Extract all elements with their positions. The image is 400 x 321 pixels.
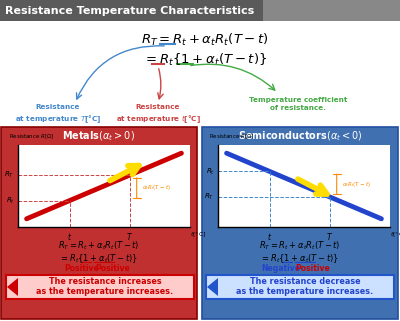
Text: $R_T = R_t + \alpha_t R_t(T - t)$: $R_T = R_t + \alpha_t R_t(T - t)$: [141, 32, 269, 48]
Bar: [218, 145, 390, 227]
Bar: [1, 127, 197, 319]
Bar: [263, 0, 400, 21]
Text: $t$[°C]: $t$[°C]: [190, 231, 207, 239]
Text: Negative: Negative: [262, 264, 300, 273]
Text: $t$[°C]: $t$[°C]: [390, 231, 400, 239]
Text: $\alpha_t R_t(T-t)$: $\alpha_t R_t(T-t)$: [342, 180, 371, 189]
Bar: [202, 127, 398, 319]
Text: Resistance
at temperature $T$[°C]: Resistance at temperature $T$[°C]: [15, 104, 101, 125]
Text: Semiconductors$(\alpha_t < 0)$: Semiconductors$(\alpha_t < 0)$: [238, 129, 362, 143]
Polygon shape: [207, 278, 218, 296]
Text: $T$: $T$: [326, 231, 333, 242]
Text: $t$: $t$: [67, 231, 72, 242]
Text: The resistance decrease: The resistance decrease: [250, 277, 360, 287]
Text: $t$: $t$: [267, 231, 272, 242]
Text: as the temperature increases.: as the temperature increases.: [236, 288, 374, 297]
Text: The resistance increases: The resistance increases: [49, 277, 161, 287]
Bar: [6, 275, 194, 299]
Text: $\alpha_t R_t(T-t)$: $\alpha_t R_t(T-t)$: [142, 183, 171, 192]
Text: Positive: Positive: [96, 264, 130, 273]
Text: $R_T = R_t + \alpha_t R_t(T - t)$: $R_T = R_t + \alpha_t R_t(T - t)$: [259, 240, 341, 253]
Bar: [206, 275, 394, 299]
Text: Metals$(\alpha_t > 0)$: Metals$(\alpha_t > 0)$: [62, 129, 136, 143]
Text: Resistance $R$[Ω]: Resistance $R$[Ω]: [10, 133, 55, 141]
Polygon shape: [7, 278, 18, 296]
Text: Positive: Positive: [296, 264, 330, 273]
Text: $R_T$: $R_T$: [4, 170, 14, 180]
Text: $= R_t\{1 + \alpha_t(T - t)\}$: $= R_t\{1 + \alpha_t(T - t)\}$: [260, 252, 340, 265]
Text: $R_T = R_t + \alpha_t R_t(T - t)$: $R_T = R_t + \alpha_t R_t(T - t)$: [58, 240, 140, 253]
Bar: [0, 0, 400, 21]
Text: Resistance
at temperature $t$[°C]: Resistance at temperature $t$[°C]: [116, 104, 200, 125]
Text: $R_T$: $R_T$: [204, 192, 214, 202]
Text: $T$: $T$: [126, 231, 133, 242]
Text: Positive: Positive: [65, 264, 99, 273]
Text: Temperature coefficient
of resistance.: Temperature coefficient of resistance.: [249, 97, 347, 111]
Bar: [18, 145, 190, 227]
Text: $R_t$: $R_t$: [6, 195, 14, 206]
Text: $R_t$: $R_t$: [206, 166, 214, 177]
Text: as the temperature increases.: as the temperature increases.: [36, 288, 174, 297]
Text: Resistance Temperature Characteristics: Resistance Temperature Characteristics: [5, 6, 254, 16]
Text: $= R_t\{1 + \alpha_t(T - t)\}$: $= R_t\{1 + \alpha_t(T - t)\}$: [143, 52, 267, 68]
Text: $= R_t\{1 + \alpha_t(T - t)\}$: $= R_t\{1 + \alpha_t(T - t)\}$: [60, 252, 138, 265]
Text: Resistance $R$[Ω]: Resistance $R$[Ω]: [210, 133, 255, 141]
